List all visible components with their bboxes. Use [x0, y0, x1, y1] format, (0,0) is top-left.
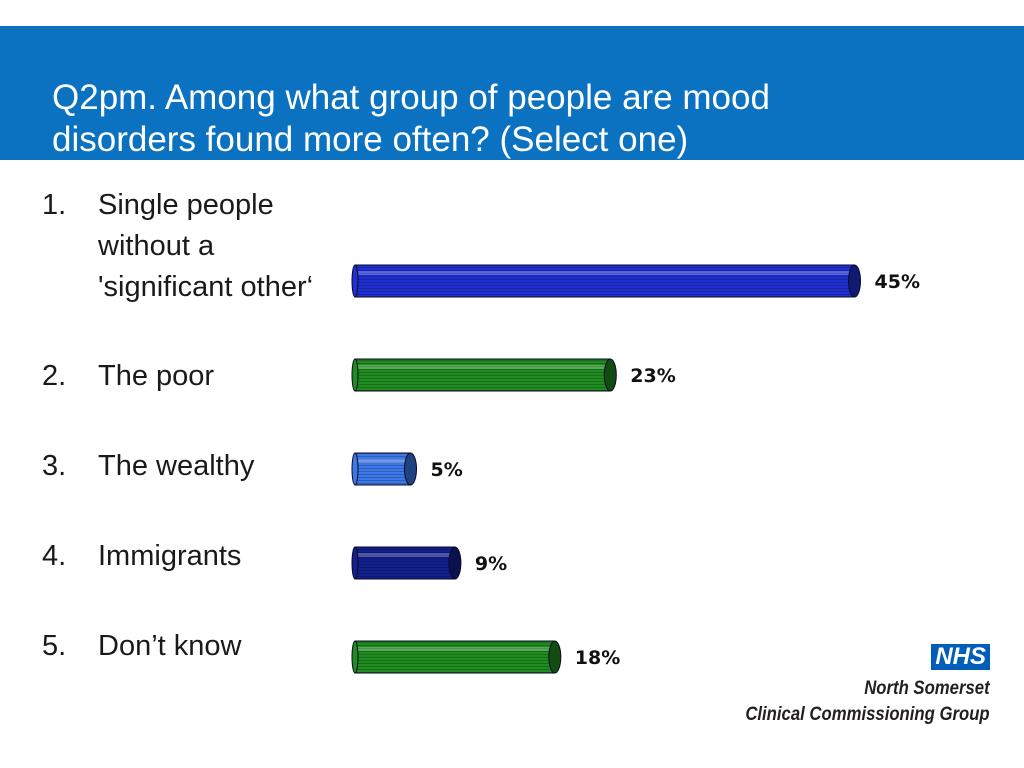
nhs-logo: NHS North Somerset Clinical Commissionin… [712, 644, 990, 728]
option-number-5: 5. [42, 630, 67, 662]
option-1-line-2: without a [98, 230, 215, 262]
value-label-2: 23% [630, 365, 675, 387]
option-number-1: 1. [42, 189, 67, 221]
nhs-badge: NHS [931, 644, 990, 670]
option-number-3: 3. [42, 450, 67, 482]
bar-texture-4 [355, 547, 455, 579]
option-1-line-1: Single people [98, 189, 274, 221]
slide-title: Q2pm. Among what group of people are moo… [52, 77, 982, 161]
option-label-2: The poor [98, 360, 215, 392]
bar-left-cap-4 [351, 546, 359, 580]
bar-4 [351, 546, 462, 580]
bar-end-cap-1 [848, 264, 861, 298]
bar-left-cap-5 [351, 640, 359, 674]
bar-highlight-4 [355, 553, 455, 557]
option-1-line-3: 'significant other‘ [98, 271, 314, 303]
bar-highlight-3 [355, 459, 411, 463]
bar-3 [351, 452, 417, 486]
bar-texture-5 [355, 641, 555, 673]
value-label-1: 45% [875, 271, 920, 293]
bar-highlight-1 [355, 271, 855, 275]
bar-texture-1 [355, 265, 855, 297]
value-label-5: 18% [575, 647, 620, 669]
bar-highlight-2 [355, 365, 611, 369]
bar-highlight-5 [355, 647, 555, 651]
bar-1 [351, 264, 861, 298]
option-label-1: Single people without a 'significant oth… [98, 185, 358, 308]
option-number-4: 4. [42, 540, 67, 572]
bar-end-cap-3 [404, 452, 417, 486]
org-name-line-1: North Somerset [864, 678, 990, 699]
bar-texture-3 [355, 453, 411, 485]
option-number-2: 2. [42, 360, 67, 392]
bar-left-cap-3 [351, 452, 359, 486]
option-label-4: Immigrants [98, 540, 242, 572]
bar-end-cap-5 [548, 640, 562, 674]
option-label-5: Don’t know [98, 630, 242, 662]
org-name-line-2: Clinical Commissioning Group [745, 704, 990, 725]
value-label-4: 9% [475, 553, 507, 575]
bar-texture-2 [355, 359, 611, 391]
bar-end-cap-4 [448, 546, 462, 580]
header-banner: Q2pm. Among what group of people are moo… [0, 0, 1024, 160]
value-label-3: 5% [431, 459, 463, 481]
bar-2 [351, 358, 617, 392]
bar-left-cap-2 [351, 358, 359, 392]
option-label-3: The wealthy [98, 450, 255, 482]
title-line-2: disorders found more often? (Select one) [52, 120, 689, 159]
title-line-1: Q2pm. Among what group of people are moo… [52, 78, 770, 117]
bar-left-cap-1 [351, 264, 359, 298]
bar-5 [351, 640, 562, 674]
bar-end-cap-2 [603, 358, 617, 392]
